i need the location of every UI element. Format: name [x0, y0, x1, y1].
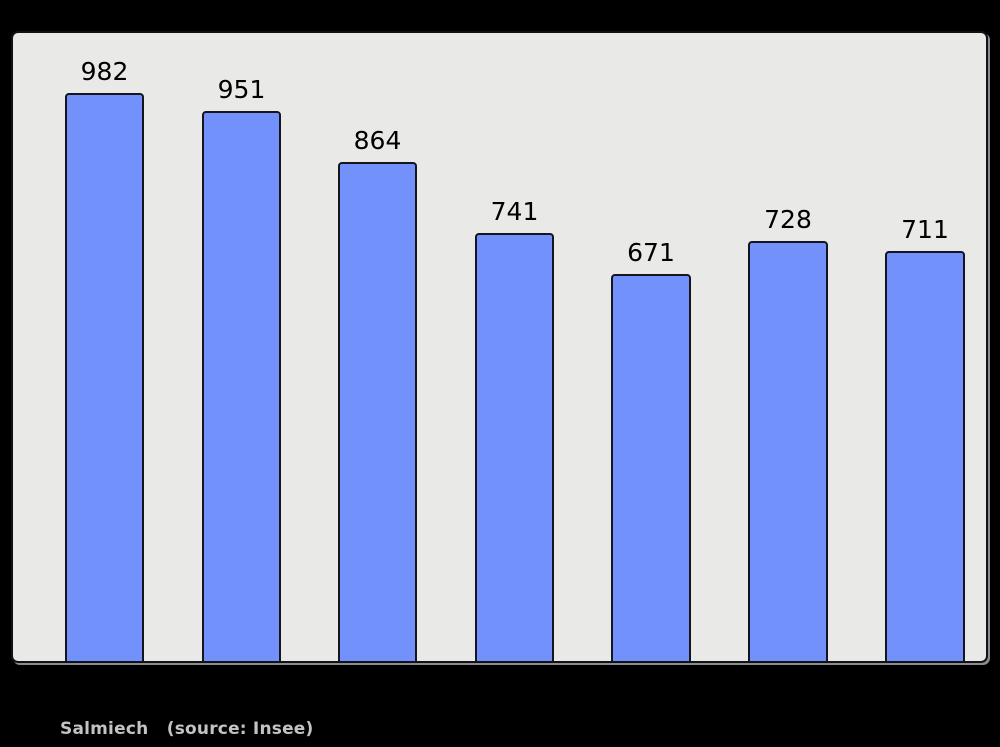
bar-group: 982	[65, 59, 144, 661]
bar-group: 951	[202, 77, 281, 661]
bar[interactable]	[475, 233, 554, 661]
bar-group: 711	[885, 217, 965, 661]
plot-area: 982 951 864 741 671 728 711	[13, 33, 986, 661]
bar-value-label: 864	[353, 126, 402, 155]
bar-value-label: 741	[490, 197, 539, 226]
bar-group: 741	[475, 199, 554, 661]
bar-group: 728	[748, 207, 828, 661]
bar-value-label: 711	[901, 215, 949, 244]
bar-group: 671	[611, 240, 691, 661]
bar[interactable]	[65, 93, 144, 661]
bar[interactable]	[202, 111, 281, 661]
bar[interactable]	[748, 241, 828, 661]
bar[interactable]	[611, 274, 691, 661]
bar[interactable]	[885, 251, 965, 661]
bar[interactable]	[338, 162, 417, 661]
bar-group: 864	[338, 128, 417, 661]
bar-value-label: 728	[764, 205, 812, 234]
chart-caption: Salmiech (source: Insee)	[60, 719, 314, 739]
bar-value-label: 671	[627, 238, 675, 267]
chart-panel: 982 951 864 741 671 728 711	[11, 31, 988, 663]
bar-value-label: 982	[80, 57, 129, 86]
bar-value-label: 951	[217, 75, 266, 104]
